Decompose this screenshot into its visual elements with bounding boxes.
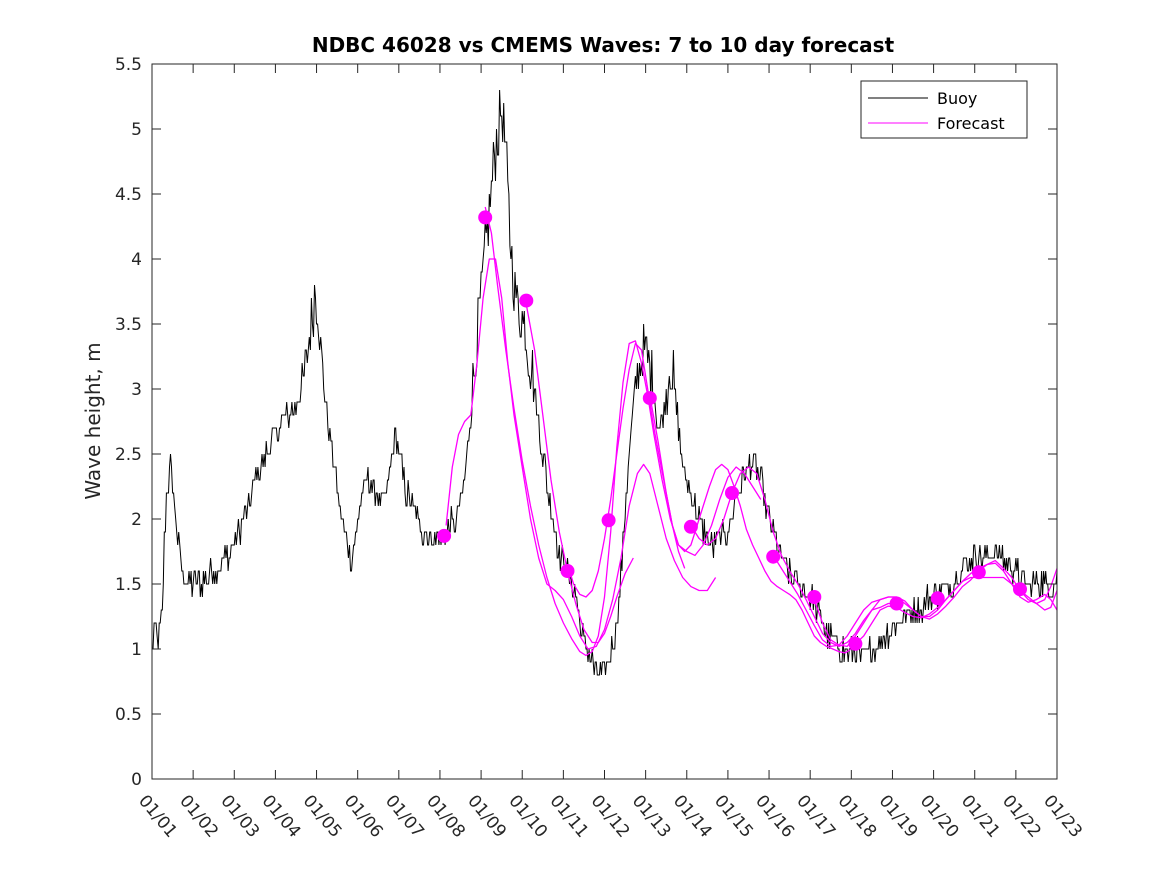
y-tick-label: 4 <box>131 250 142 270</box>
legend-buoy-label: Buoy <box>937 89 977 108</box>
legend: Buoy Forecast <box>860 80 1028 139</box>
buoy-line <box>152 89 1058 676</box>
y-tick-label: 2.5 <box>115 445 142 465</box>
y-tick-label: 0.5 <box>115 705 142 725</box>
y-tick-label: 1 <box>131 640 142 660</box>
forecast-marker <box>683 519 698 534</box>
y-axis-label: Wave height, m <box>81 342 105 499</box>
forecast-line <box>566 342 852 654</box>
y-tick-label: 4.5 <box>115 185 142 205</box>
legend-forecast-label: Forecast <box>937 114 1005 133</box>
legend-box <box>860 80 1028 139</box>
forecast-marker <box>437 528 452 543</box>
forecast-line <box>445 258 717 650</box>
y-tick-label: 3.5 <box>115 315 142 335</box>
forecast-marker <box>930 591 945 606</box>
forecast-marker <box>560 564 575 578</box>
forecast-marker <box>642 391 657 406</box>
y-tick-label: 3 <box>131 380 142 400</box>
buoy-series <box>152 89 1058 676</box>
forecast-marker <box>725 486 739 500</box>
forecast-marker <box>766 549 781 564</box>
y-tick-label: 2 <box>131 510 142 530</box>
y-axis: 0 0.5 1 1.5 2 2.5 3 3.5 4 4.5 5 5.5 <box>115 55 1057 790</box>
forecast-marker <box>601 513 616 528</box>
forecast-line <box>690 466 897 648</box>
forecast-marker <box>478 210 493 225</box>
forecast-line <box>484 206 762 657</box>
y-tick-label: 1.5 <box>115 575 142 595</box>
y-tick-label: 5.5 <box>115 55 142 75</box>
y-tick-label: 0 <box>131 770 142 790</box>
forecast-marker <box>519 293 534 308</box>
plot-background <box>152 64 1057 779</box>
forecast-markers <box>437 210 1027 651</box>
forecast-marker <box>848 636 863 651</box>
forecast-line <box>854 562 1058 645</box>
forecast-line <box>649 395 686 569</box>
plot-area <box>151 63 1058 780</box>
forecast-marker <box>971 565 986 580</box>
forecast-line <box>525 304 634 644</box>
y-tick-label: 5 <box>131 120 142 140</box>
forecast-marker <box>807 590 822 604</box>
forecast-marker <box>1013 582 1027 597</box>
forecast-series <box>445 206 1058 657</box>
forecast-marker <box>889 596 904 611</box>
chart-title: NDBC 46028 vs CMEMS Waves: 7 to 10 day f… <box>312 33 895 57</box>
